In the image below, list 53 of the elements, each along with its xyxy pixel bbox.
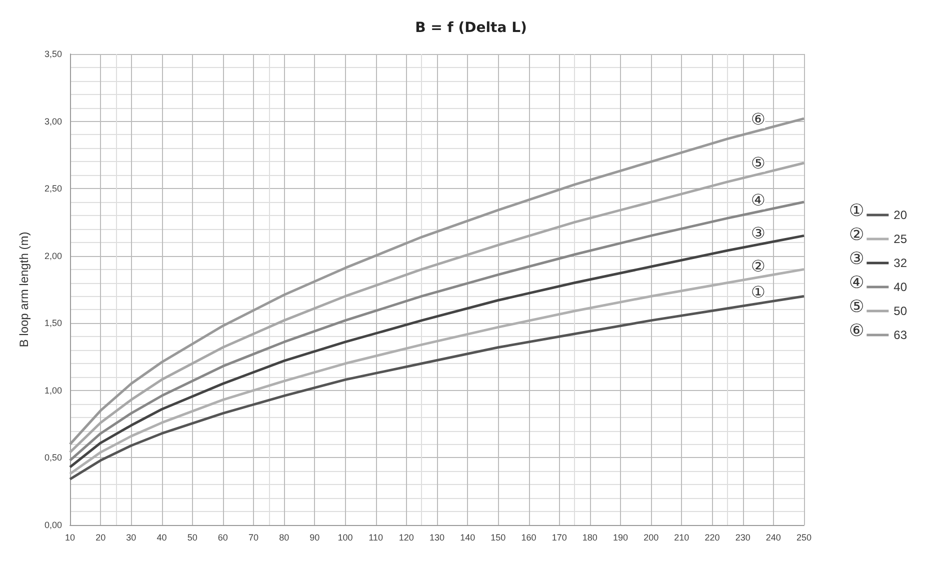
x-tick-label: 200 bbox=[644, 532, 659, 542]
x-tick-label: 110 bbox=[368, 532, 384, 542]
x-tick-label: 80 bbox=[279, 532, 290, 542]
x-tick-label: 170 bbox=[552, 532, 567, 542]
x-tick-label: 40 bbox=[156, 532, 167, 542]
y-tick-label: 3,00 bbox=[44, 116, 62, 126]
x-tick-label: 100 bbox=[338, 532, 353, 542]
x-tick-label: 140 bbox=[460, 532, 476, 542]
x-tick-label: 250 bbox=[796, 532, 812, 542]
legend-label: 63 bbox=[894, 328, 908, 342]
x-tick-label: 230 bbox=[735, 532, 750, 542]
x-tick-label: 220 bbox=[704, 532, 720, 542]
y-axis-title: B loop arm length (m) bbox=[17, 232, 31, 348]
text: ③ bbox=[849, 249, 864, 268]
annotation: ④ bbox=[751, 192, 766, 210]
legend-label: 20 bbox=[894, 208, 908, 222]
y-tick-label: 2,50 bbox=[44, 184, 62, 194]
annotation: ⑥ bbox=[751, 112, 766, 129]
text: ⑤ bbox=[849, 297, 864, 316]
x-tick-label: 130 bbox=[429, 532, 445, 542]
annotation: ③ bbox=[751, 226, 766, 243]
x-tick-label: 150 bbox=[490, 532, 506, 542]
legend-label: 25 bbox=[894, 232, 908, 246]
text: ⑥ bbox=[849, 321, 864, 340]
x-tick-label: 60 bbox=[218, 532, 228, 542]
annotation: ⑤ bbox=[751, 155, 766, 172]
x-tick-label: 50 bbox=[187, 532, 198, 542]
x-tick-label: 240 bbox=[766, 532, 781, 542]
x-tick-label: 90 bbox=[310, 532, 320, 542]
text: ① bbox=[849, 201, 864, 220]
x-tick-label: 20 bbox=[96, 532, 106, 542]
x-tick-label: 70 bbox=[248, 532, 259, 542]
y-tick-label: 0,00 bbox=[44, 520, 62, 530]
legend-label: 50 bbox=[894, 304, 908, 318]
chart-title: B = f (Delta L) bbox=[415, 20, 527, 36]
y-tick-label: 2,00 bbox=[44, 250, 62, 261]
legend-label: 40 bbox=[894, 280, 908, 294]
annotation: ① bbox=[751, 284, 766, 302]
x-tick-label: 180 bbox=[582, 532, 598, 542]
x-tick-label: 10 bbox=[64, 532, 76, 542]
x-tick-label: 30 bbox=[126, 532, 136, 542]
x-tick-label: 190 bbox=[612, 532, 628, 542]
y-tick-label: 1,00 bbox=[44, 385, 62, 396]
x-tick-label: 160 bbox=[521, 532, 536, 542]
y-tick-label: 1,50 bbox=[44, 318, 62, 328]
text: ② bbox=[849, 225, 864, 244]
y-tick-label: 0,50 bbox=[44, 452, 62, 463]
x-tick-label: 210 bbox=[674, 532, 690, 542]
y-tick-label: 3,50 bbox=[44, 49, 62, 59]
legend-label: 32 bbox=[894, 256, 908, 270]
x-tick-label: 120 bbox=[398, 532, 414, 542]
annotation: ② bbox=[751, 258, 766, 276]
text: ④ bbox=[849, 273, 864, 292]
